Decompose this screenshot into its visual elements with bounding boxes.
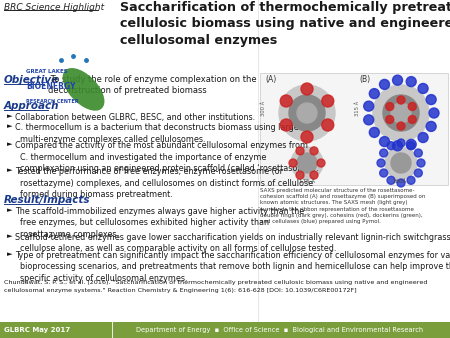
Text: C. thermocellum is a bacterium that deconstructs biomass using large
  multi-enz: C. thermocellum is a bacterium that deco… [15, 123, 299, 144]
Circle shape [407, 142, 415, 150]
Text: To study the role of enzyme complexation on the
deconstruction of pretreated bio: To study the role of enzyme complexation… [48, 75, 256, 95]
Text: SAXS predicted molecular structure of the rosettasome-
cohesion scaffold (A) and: SAXS predicted molecular structure of th… [260, 188, 425, 224]
Text: Chundawat, S. P. S., et al. (2016). "Saccharification of thermochemically pretre: Chundawat, S. P. S., et al. (2016). "Sac… [4, 280, 428, 285]
Text: Result/Impacts: Result/Impacts [4, 195, 90, 205]
Circle shape [317, 159, 325, 167]
Circle shape [310, 147, 318, 155]
Circle shape [397, 139, 405, 147]
Circle shape [397, 122, 405, 130]
Circle shape [279, 85, 335, 141]
Text: 260Å: 260Å [393, 179, 407, 184]
Circle shape [408, 102, 416, 111]
Circle shape [289, 95, 325, 131]
Circle shape [379, 137, 390, 147]
Circle shape [391, 153, 411, 173]
Circle shape [380, 149, 388, 157]
Circle shape [280, 95, 292, 107]
Circle shape [289, 159, 297, 167]
Text: ►: ► [7, 123, 13, 129]
Circle shape [301, 83, 313, 95]
Text: GLBRC May 2017: GLBRC May 2017 [4, 327, 70, 333]
Circle shape [387, 176, 395, 184]
Circle shape [364, 115, 374, 125]
Circle shape [297, 103, 317, 123]
Circle shape [426, 95, 436, 104]
Text: The scaffold-immobilized enzymes always gave higher activity than the
  free enz: The scaffold-immobilized enzymes always … [15, 207, 304, 239]
Circle shape [429, 108, 439, 118]
Text: Type of pretreatment can significantly impact the saccharification efficiency of: Type of pretreatment can significantly i… [15, 251, 450, 283]
FancyBboxPatch shape [0, 322, 450, 338]
Circle shape [417, 159, 425, 167]
Text: (B): (B) [359, 75, 370, 84]
Text: ►: ► [7, 113, 13, 119]
Circle shape [391, 103, 411, 123]
FancyBboxPatch shape [260, 73, 448, 185]
Text: 175 Å: 175 Å [299, 179, 315, 184]
Text: ►: ► [7, 251, 13, 257]
Circle shape [364, 101, 374, 111]
Text: RESEARCH CENTER: RESEARCH CENTER [26, 99, 79, 104]
Text: Tested the performance of free enzymes, enzyme-rosettasome (or
  rosettazyme) co: Tested the performance of free enzymes, … [15, 167, 313, 199]
Circle shape [380, 169, 388, 177]
Circle shape [407, 176, 415, 184]
Circle shape [297, 153, 317, 173]
Circle shape [322, 95, 334, 107]
Circle shape [414, 169, 422, 177]
Circle shape [386, 102, 394, 111]
Circle shape [408, 116, 416, 123]
Circle shape [386, 116, 394, 123]
Circle shape [406, 139, 416, 149]
Text: cellulosomal enzyme systems." Reaction Chemistry & Engineering 1(6): 616-628 [DO: cellulosomal enzyme systems." Reaction C… [4, 288, 356, 293]
Circle shape [377, 159, 385, 167]
Circle shape [369, 89, 379, 99]
Text: Approach: Approach [4, 101, 59, 111]
Text: 300 Å: 300 Å [261, 100, 266, 116]
Circle shape [426, 121, 436, 131]
Circle shape [418, 132, 428, 143]
Text: ►: ► [7, 233, 13, 239]
Circle shape [397, 96, 405, 104]
Text: BRC Science Highlight: BRC Science Highlight [4, 3, 104, 12]
Circle shape [369, 127, 379, 137]
Text: Objective: Objective [4, 75, 59, 85]
Text: Scaffold-tethered enzymes gave lower saccharification yields on industrially rel: Scaffold-tethered enzymes gave lower sac… [15, 233, 450, 254]
Circle shape [418, 83, 428, 94]
Text: Saccharification of thermochemically pretreated
cellulosic biomass using native : Saccharification of thermochemically pre… [120, 1, 450, 47]
Circle shape [379, 79, 390, 90]
Circle shape [280, 119, 292, 131]
Circle shape [373, 85, 429, 141]
Text: Department of Energy  ▪  Office of Science  ▪  Biological and Environmental Rese: Department of Energy ▪ Office of Science… [136, 327, 423, 333]
Text: ►: ► [7, 207, 13, 213]
Text: BIOENERGY: BIOENERGY [26, 82, 76, 91]
Text: ►: ► [7, 167, 13, 173]
Ellipse shape [63, 68, 104, 111]
Circle shape [301, 131, 313, 143]
Circle shape [406, 77, 416, 87]
Circle shape [414, 149, 422, 157]
Circle shape [387, 142, 395, 150]
Circle shape [296, 147, 304, 155]
Text: (A): (A) [265, 75, 276, 84]
Circle shape [392, 75, 403, 85]
Circle shape [310, 171, 318, 179]
Text: ►: ► [7, 141, 13, 147]
Circle shape [392, 141, 403, 151]
Circle shape [397, 179, 405, 187]
Circle shape [322, 119, 334, 131]
Circle shape [383, 95, 419, 131]
Text: 315 Å: 315 Å [355, 100, 360, 116]
Circle shape [296, 171, 304, 179]
Circle shape [291, 147, 323, 179]
Circle shape [385, 147, 417, 179]
Text: Collaboration between GLBRC, BESC, and other institutions.: Collaboration between GLBRC, BESC, and o… [15, 113, 255, 122]
Text: GREAT LAKES: GREAT LAKES [26, 69, 68, 74]
Text: Compared the activity of the most abundant cellulosomal enzymes from
  C. thermo: Compared the activity of the most abunda… [15, 141, 319, 173]
